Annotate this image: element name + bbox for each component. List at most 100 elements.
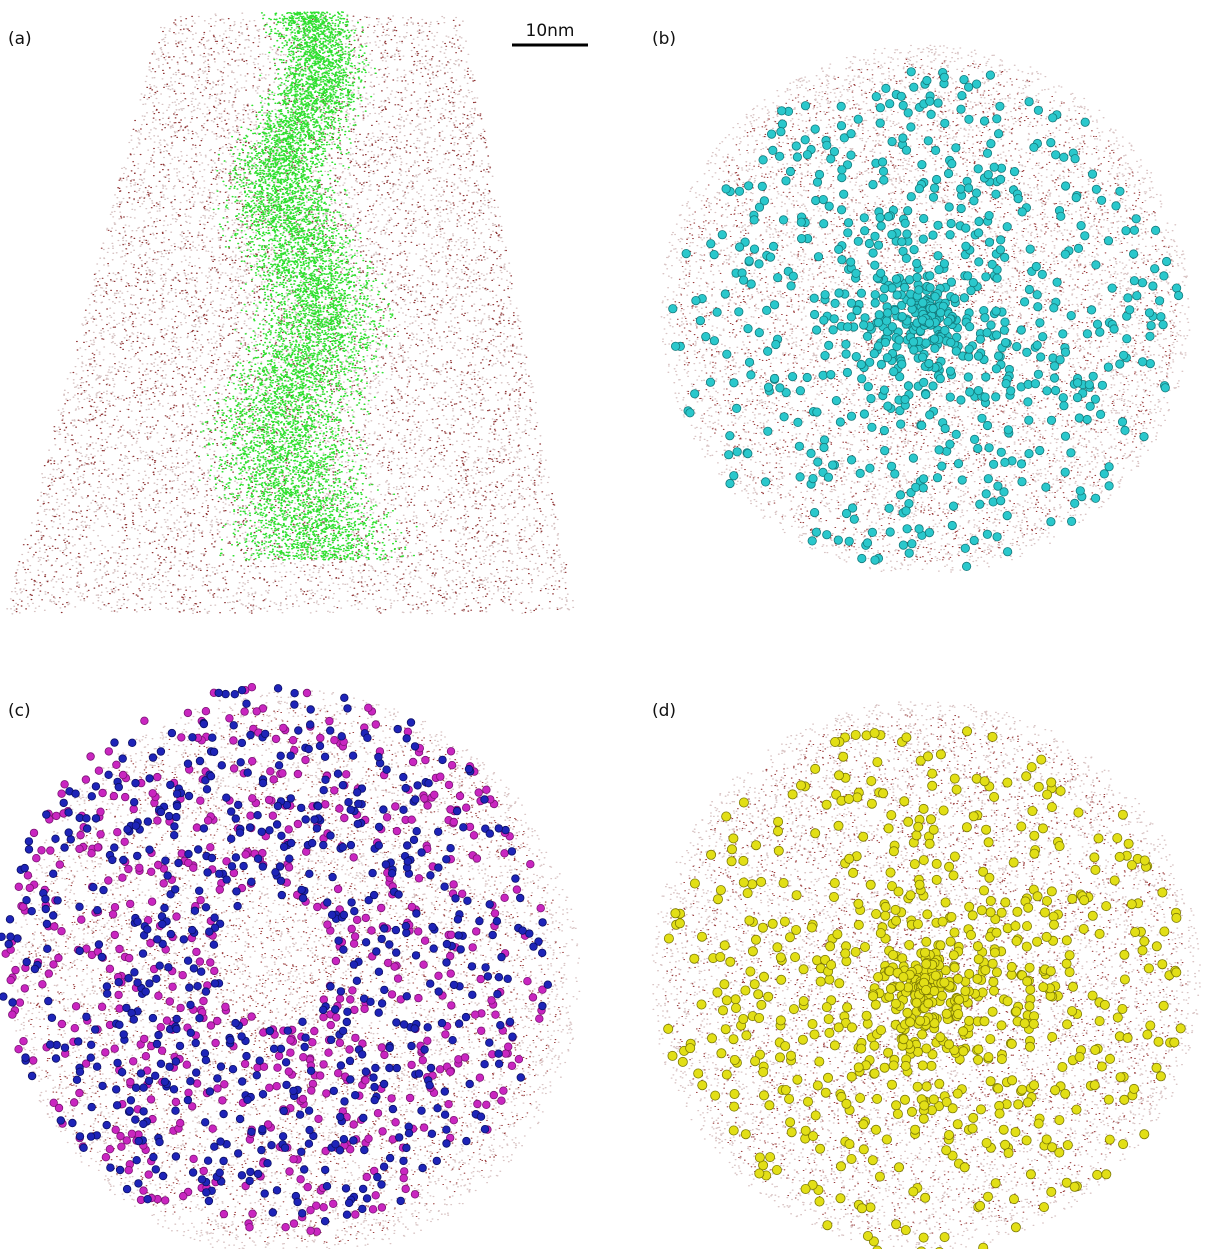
solute-atom <box>886 100 894 108</box>
solute-atom <box>254 855 262 863</box>
solute-atom <box>482 964 490 972</box>
solute-atom <box>190 864 198 872</box>
solute-atom <box>425 779 433 787</box>
solute-atom <box>934 252 942 260</box>
solute-atom <box>452 895 460 903</box>
solute-atom <box>988 959 997 968</box>
solute-atom <box>14 935 22 943</box>
solute-atom <box>796 781 805 790</box>
solute-atom <box>375 823 383 831</box>
solute-atom <box>421 1046 429 1054</box>
solute-atom <box>825 202 833 210</box>
solute-atom <box>290 1087 298 1095</box>
solute-atom <box>450 818 458 826</box>
solute-atom <box>1086 402 1094 410</box>
solute-atom <box>228 863 236 871</box>
solute-atom <box>969 812 978 821</box>
solute-atom <box>996 102 1004 110</box>
solute-atom <box>823 531 831 539</box>
solute-atom <box>134 979 142 987</box>
solute-atom <box>1034 303 1042 311</box>
solute-atom <box>836 1194 845 1203</box>
solute-atom <box>1126 306 1134 314</box>
solute-atom <box>120 1031 128 1039</box>
solute-atom <box>365 704 373 712</box>
solute-atom <box>227 1036 235 1044</box>
solute-atom <box>876 119 884 127</box>
solute-atom <box>65 829 73 837</box>
solute-atom <box>465 765 473 773</box>
solute-atom <box>730 1055 739 1064</box>
solute-atom <box>455 1020 463 1028</box>
solute-atom <box>810 508 818 516</box>
solute-atom <box>320 786 328 794</box>
solute-atom <box>1013 907 1022 916</box>
solute-atom <box>12 966 20 974</box>
solute-atom <box>927 110 935 118</box>
solute-atom <box>369 1206 377 1214</box>
solute-atom <box>469 944 477 952</box>
solute-atom <box>130 798 138 806</box>
solute-atom <box>460 824 468 832</box>
solute-atom <box>49 870 57 878</box>
solute-atom <box>1043 790 1052 799</box>
solute-atom <box>415 994 423 1002</box>
solute-atom <box>42 895 50 903</box>
solute-atom <box>172 1153 180 1161</box>
solute-atom <box>121 793 129 801</box>
solute-atom <box>1060 402 1068 410</box>
solute-atom <box>879 789 888 798</box>
solute-atom <box>142 1052 150 1060</box>
solute-atom <box>847 313 855 321</box>
solute-atom <box>718 231 726 239</box>
solute-atom <box>327 832 335 840</box>
solute-atom <box>754 990 763 999</box>
solute-atom <box>1043 387 1051 395</box>
solute-atom <box>1030 143 1038 151</box>
solute-atom <box>110 792 118 800</box>
solute-atom <box>167 781 175 789</box>
solute-atom <box>886 984 895 993</box>
solute-atom <box>129 1058 137 1066</box>
solute-atom <box>765 1101 774 1110</box>
solute-atom <box>838 256 846 264</box>
solute-atom <box>486 1039 494 1047</box>
solute-atom <box>269 1209 277 1217</box>
solute-atom <box>842 509 850 517</box>
solute-atom <box>114 1059 122 1067</box>
solute-atom <box>941 898 950 907</box>
solute-atom <box>371 1083 379 1091</box>
solute-atom <box>1133 292 1141 300</box>
solute-atom <box>46 1041 54 1049</box>
solute-atom <box>775 1053 784 1062</box>
solute-atom <box>172 1098 180 1106</box>
solute-atom <box>716 886 725 895</box>
solute-atom <box>383 766 391 774</box>
solute-atom <box>877 222 885 230</box>
solute-atom <box>941 326 949 334</box>
solute-atom <box>885 967 894 976</box>
solute-atom <box>375 1009 383 1017</box>
solute-atom <box>248 1013 256 1021</box>
solute-atom <box>962 224 970 232</box>
solute-atom <box>439 756 447 764</box>
solute-atom <box>54 897 62 905</box>
solute-atom <box>441 1088 449 1096</box>
solute-atom <box>857 1044 866 1053</box>
solute-atom <box>99 1082 107 1090</box>
solute-atom <box>223 794 231 802</box>
solute-atom <box>727 845 736 854</box>
solute-atom <box>757 1000 766 1009</box>
solute-atom <box>976 1201 985 1210</box>
solute-atom <box>1030 849 1039 858</box>
solute-atom <box>527 860 535 868</box>
solute-atom <box>1004 1148 1013 1157</box>
solute-atom <box>1063 1141 1072 1150</box>
solute-atom <box>729 834 738 843</box>
solute-atom <box>972 189 980 197</box>
solute-atom <box>764 347 772 355</box>
solute-atom <box>308 1087 316 1095</box>
solute-atom <box>116 1021 124 1029</box>
solute-atom <box>188 926 196 934</box>
solute-atom <box>327 983 335 991</box>
